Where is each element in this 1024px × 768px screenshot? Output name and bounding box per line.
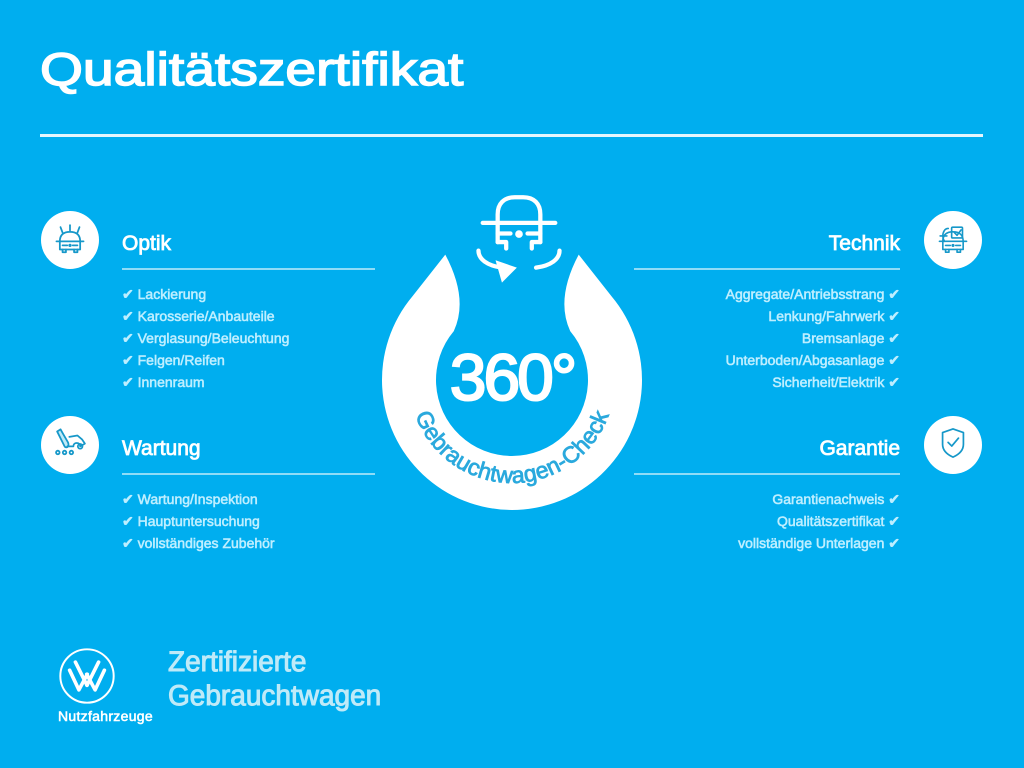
svg-text:360°: 360° — [450, 340, 575, 414]
